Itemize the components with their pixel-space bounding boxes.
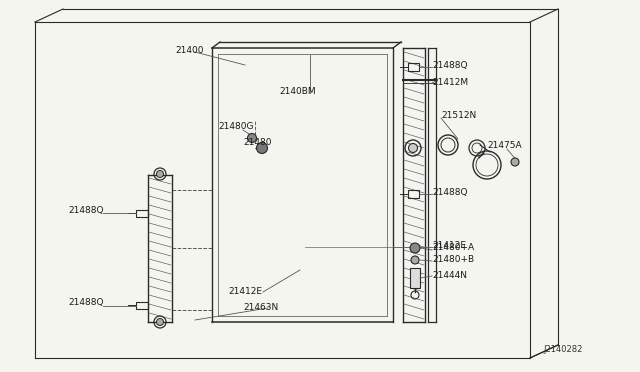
Bar	[410, 268, 420, 288]
Text: 21480+A: 21480+A	[432, 244, 474, 253]
Circle shape	[408, 144, 417, 153]
Text: 21475A: 21475A	[487, 141, 522, 150]
Bar	[408, 63, 419, 71]
Text: 2140BM: 2140BM	[279, 87, 316, 96]
Circle shape	[257, 142, 268, 154]
Text: 21463N: 21463N	[243, 304, 278, 312]
Text: 21512N: 21512N	[441, 110, 476, 119]
Circle shape	[410, 243, 420, 253]
Circle shape	[248, 134, 257, 142]
Text: 21480+B: 21480+B	[432, 256, 474, 264]
Text: 21412E: 21412E	[432, 241, 466, 250]
Text: 21488Q: 21488Q	[432, 61, 467, 70]
Text: 21488Q: 21488Q	[432, 187, 467, 196]
Text: 21412E: 21412E	[228, 288, 262, 296]
Circle shape	[411, 256, 419, 264]
Circle shape	[511, 158, 519, 166]
Text: 21488Q: 21488Q	[68, 298, 104, 308]
Text: J2140282: J2140282	[543, 346, 582, 355]
Text: 21444N: 21444N	[432, 270, 467, 279]
Text: 21488Q: 21488Q	[68, 205, 104, 215]
Circle shape	[157, 318, 163, 326]
Bar	[408, 190, 419, 198]
Bar	[136, 302, 148, 309]
Text: 21400: 21400	[175, 45, 204, 55]
Text: 21480G: 21480G	[218, 122, 253, 131]
Text: 21480: 21480	[243, 138, 271, 147]
Circle shape	[157, 170, 163, 177]
Text: 21412M: 21412M	[432, 77, 468, 87]
Bar	[136, 210, 148, 217]
